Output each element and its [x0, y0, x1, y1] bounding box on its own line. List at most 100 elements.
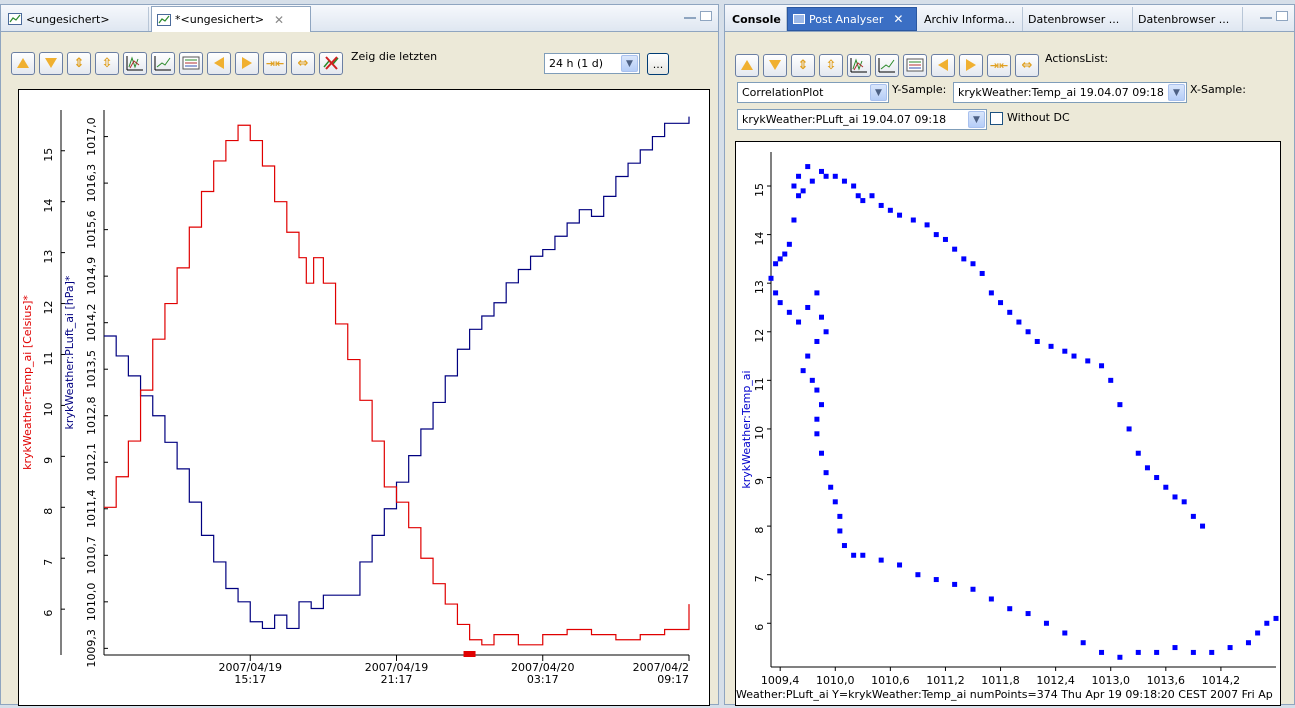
line-chart-icon — [878, 57, 896, 73]
scatter-point — [833, 174, 838, 179]
multi-line-chart-icon — [850, 57, 868, 73]
scatter-point — [915, 572, 920, 577]
move-up-button[interactable] — [735, 54, 759, 77]
more-options-button[interactable]: ... — [647, 53, 669, 75]
zoom-out-y-button[interactable]: ⇳ — [95, 52, 119, 75]
scatter-point — [819, 315, 824, 320]
scatter-point — [1191, 514, 1196, 519]
zoom-out-x-button[interactable]: ⇔ — [1015, 54, 1039, 77]
maximize-icon[interactable] — [1276, 11, 1288, 21]
auto-scale-button[interactable] — [151, 52, 175, 75]
scatter-point — [952, 582, 957, 587]
scatter-point — [824, 470, 829, 475]
pressure-tick-label: 1014,2 — [85, 303, 98, 342]
pressure-tick-label: 1017,0 — [85, 117, 98, 155]
expand-horizontal-icon: ⇔ — [1022, 58, 1033, 73]
scatter-point — [814, 339, 819, 344]
zoom-out-y-button[interactable]: ⇳ — [819, 54, 843, 77]
scatter-point — [1099, 363, 1104, 368]
scatter-point — [1035, 339, 1040, 344]
scatter-point — [1108, 378, 1113, 383]
scatter-point — [791, 184, 796, 189]
chevron-down-icon: ▼ — [870, 84, 887, 101]
chart-doc-icon — [8, 13, 22, 25]
legend-icon — [906, 57, 924, 73]
scroll-left-button[interactable] — [931, 54, 955, 77]
y-sample-label: Y-Sample: — [892, 83, 946, 96]
zoom-in-y-button[interactable]: ⇕ — [67, 52, 91, 75]
scatter-point — [961, 256, 966, 261]
scatter-point — [814, 417, 819, 422]
scatter-point — [925, 222, 930, 227]
pressure-tick-label: 1015,6 — [85, 210, 98, 249]
remove-trace-button[interactable] — [319, 52, 343, 75]
plot-type-select[interactable]: CorrelationPlot ▼ — [737, 82, 889, 103]
close-icon[interactable]: ✕ — [274, 13, 284, 27]
scroll-right-button[interactable] — [959, 54, 983, 77]
zoom-in-x-button[interactable]: ⇥⇤ — [263, 52, 287, 75]
temperature-tick-label: 11 — [42, 351, 55, 365]
tab-label: <ungesichert> — [26, 13, 110, 26]
scatter-point — [911, 218, 916, 223]
tab-console[interactable]: Console — [727, 7, 787, 31]
scatter-point — [1007, 310, 1012, 315]
move-down-button[interactable] — [39, 52, 63, 75]
zoom-in-x-button[interactable]: ⇥⇤ — [987, 54, 1011, 77]
stagger-button[interactable] — [123, 52, 147, 75]
scatter-point — [1117, 655, 1122, 660]
tab-datenbrowser-1[interactable]: Datenbrowser ... — [1023, 7, 1133, 31]
time-range-select[interactable]: 24 h (1 d) ▼ — [544, 53, 640, 74]
legend-button[interactable] — [179, 52, 203, 75]
compress-horizontal-icon: ⇥⇤ — [990, 59, 1008, 72]
x-sample-select[interactable]: krykWeather:PLuft_ai 19.04.07 09:18 ▼ — [737, 109, 987, 130]
scatter-point — [1209, 650, 1214, 655]
scatter-point — [1173, 494, 1178, 499]
multi-line-chart-icon — [126, 55, 144, 71]
auto-scale-button[interactable] — [875, 54, 899, 77]
scatter-point — [934, 232, 939, 237]
maximize-icon[interactable] — [700, 11, 712, 21]
scatter-point — [851, 184, 856, 189]
tab-datenbrowser-2[interactable]: Datenbrowser ... — [1133, 7, 1243, 31]
scatter-point — [842, 543, 847, 548]
tab-post-analyser[interactable]: Post Analyser ✕ — [787, 7, 917, 31]
plot-type-value: CorrelationPlot — [742, 86, 823, 99]
pressure-tick-label: 1012,8 — [85, 396, 98, 435]
minimize-icon[interactable] — [1260, 13, 1272, 19]
zoom-out-x-button[interactable]: ⇔ — [291, 52, 315, 75]
left-tabbar: <ungesichert> *<ungesichert> ✕ — [1, 5, 718, 32]
move-up-button[interactable] — [11, 52, 35, 75]
scroll-right-button[interactable] — [235, 52, 259, 75]
scatter-point — [819, 451, 824, 456]
tab-label: Datenbrowser ... — [1138, 13, 1229, 26]
zoom-in-y-button[interactable]: ⇕ — [791, 54, 815, 77]
x-tick-label: 1013,6 — [1147, 674, 1186, 687]
tab-archiv-information[interactable]: Archiv Informa... — [919, 7, 1023, 31]
time-series-svg: 67891011121314151009,31010,01010,71011,4… — [19, 90, 709, 705]
tab-unsaved-2[interactable]: *<ungesichert> ✕ — [151, 6, 311, 32]
close-icon[interactable]: ✕ — [893, 12, 903, 26]
tab-unsaved-1[interactable]: <ungesichert> — [3, 7, 149, 31]
pressure-tick-label: 1016,3 — [85, 164, 98, 203]
right-toolbar: ⇕ ⇳ ⇥⇤ ⇔ ActionsList: — [735, 53, 1108, 77]
stagger-button[interactable] — [847, 54, 871, 77]
minimize-icon[interactable] — [684, 13, 696, 19]
move-down-button[interactable] — [763, 54, 787, 77]
time-tick-label: 15:17 — [234, 673, 266, 686]
without-dc-checkbox[interactable] — [990, 112, 1003, 125]
scatter-point — [1154, 650, 1159, 655]
scatter-point — [1200, 524, 1205, 529]
compress-horizontal-icon: ⇥⇤ — [266, 57, 284, 70]
legend-button[interactable] — [903, 54, 927, 77]
scroll-left-button[interactable] — [207, 52, 231, 75]
chevron-down-icon: ▼ — [621, 55, 638, 72]
y-sample-select[interactable]: krykWeather:Temp_ai 19.04.07 09:18 ▼ — [953, 82, 1187, 103]
scatter-point — [791, 218, 796, 223]
compress-vertical-icon: ⇳ — [826, 58, 837, 73]
y-tick-label: 11 — [753, 377, 766, 391]
expand-vertical-icon: ⇕ — [798, 58, 809, 73]
scatter-point — [778, 256, 783, 261]
